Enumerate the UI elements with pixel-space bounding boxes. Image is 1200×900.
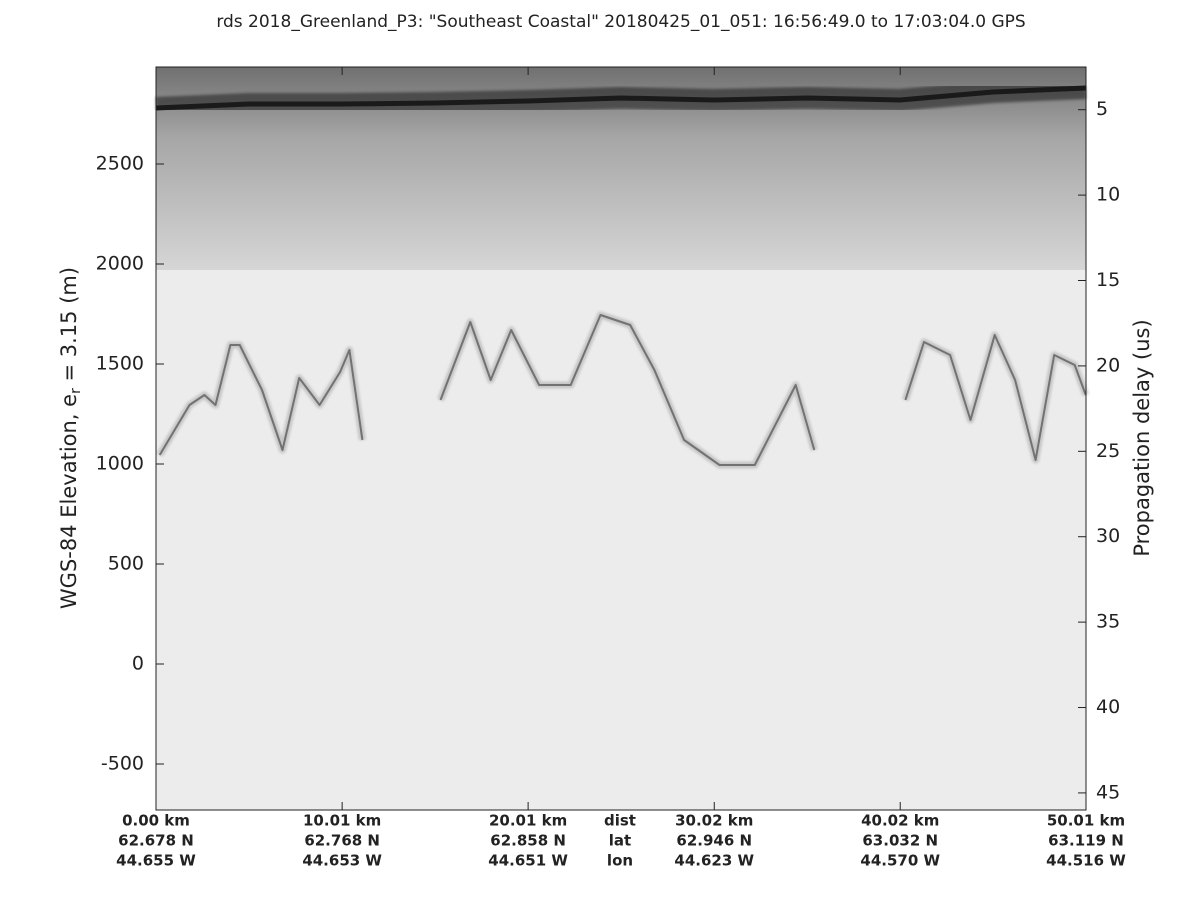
x-tick-label: 30.02 km [675, 812, 753, 830]
y-tick-label: 1000 [96, 453, 144, 475]
x-tick-label: 50.01 km [1047, 812, 1125, 830]
lon-label: 44.623 W [674, 852, 754, 870]
y2-tick-label: 5 [1096, 98, 1108, 120]
row-label: lat [609, 832, 631, 850]
lat-label: 62.946 N [676, 832, 752, 850]
y2-tick-label: 35 [1096, 611, 1120, 633]
y2-tick-label: 15 [1096, 269, 1120, 291]
y-tick-label: -500 [101, 753, 144, 775]
lon-label: 44.653 W [302, 852, 382, 870]
chart-title: rds 2018_Greenland_P3: "Southeast Coasta… [216, 12, 1025, 32]
lon-label: 44.651 W [488, 852, 568, 870]
y2-tick-label: 25 [1096, 440, 1120, 462]
y2-tick-label: 10 [1096, 184, 1120, 206]
y-tick-label: 2500 [96, 153, 144, 175]
y-label-sub: r [68, 388, 84, 394]
x-tick-label: 10.01 km [303, 812, 381, 830]
y-label-tail: = 3.15 (m) [57, 267, 81, 388]
y2-tick-label: 45 [1096, 781, 1120, 803]
y-tick-label: 500 [108, 553, 144, 575]
y-axis-label: WGS-84 Elevation, er = 3.15 (m) [57, 267, 84, 609]
y-tick-label: 2000 [96, 253, 144, 275]
x-tick-label: 0.00 km [122, 812, 190, 830]
surface-reflector [155, 85, 1086, 111]
lon-label: 44.655 W [116, 852, 196, 870]
bed-reflector [158, 314, 1087, 466]
y2-axis-label: Propagation delay (us) [1130, 319, 1154, 556]
x-tick-label: 40.02 km [861, 812, 939, 830]
plot-frame [155, 66, 1087, 811]
y-tick-label: 0 [132, 653, 144, 675]
lat-label: 62.858 N [490, 832, 566, 850]
lat-label: 62.678 N [118, 832, 194, 850]
row-label: dist [604, 812, 636, 830]
lat-label: 63.032 N [862, 832, 938, 850]
row-label: lon [607, 852, 633, 870]
lat-label: 63.119 N [1048, 832, 1124, 850]
y2-tick-label: 20 [1096, 354, 1120, 376]
lon-label: 44.570 W [860, 852, 940, 870]
y-label-text: WGS-84 Elevation, e [57, 394, 81, 609]
y2-tick-label: 40 [1096, 696, 1120, 718]
x-tick-label: 20.01 km [489, 812, 567, 830]
y2-tick-label: 30 [1096, 525, 1120, 547]
lat-label: 62.768 N [304, 832, 380, 850]
lon-label: 44.516 W [1046, 852, 1126, 870]
y-tick-label: 1500 [96, 353, 144, 375]
